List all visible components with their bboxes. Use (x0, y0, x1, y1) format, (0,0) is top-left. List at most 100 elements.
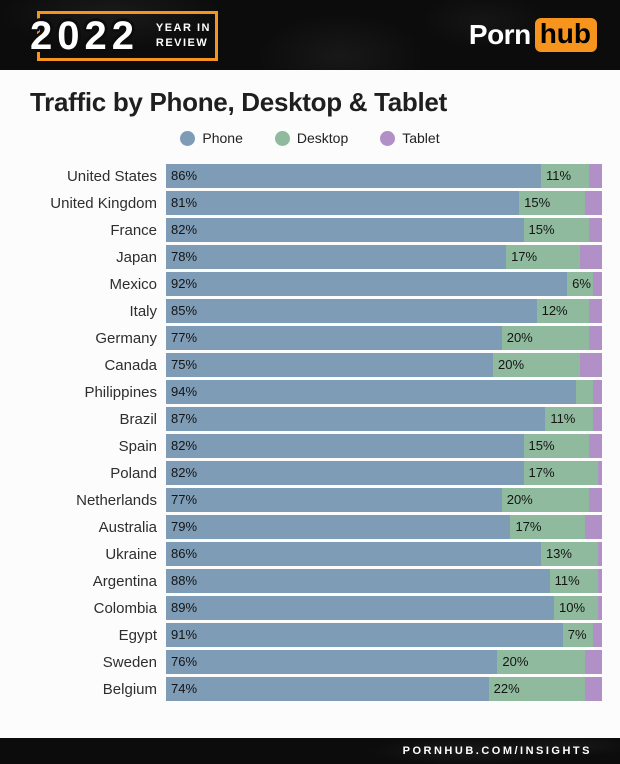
year-in-review-badge: 2022 YEAR IN REVIEW (30, 11, 218, 61)
country-label: Italy (129, 302, 157, 320)
segment-value-label: 81% (171, 195, 198, 210)
desktop-dot-icon (274, 130, 290, 146)
chart-row: France 82% 15% (0, 218, 620, 242)
stacked-bar: 91% 7% (166, 623, 602, 647)
stacked-bar: 82% 15% (166, 434, 602, 458)
country-label: Egypt (118, 626, 157, 644)
segment-value-label: 20% (502, 654, 529, 669)
phone-segment: 82% (166, 461, 524, 485)
desktop-segment: 6% (567, 272, 594, 296)
phone-segment: 87% (166, 407, 546, 431)
desktop-segment: 20% (493, 353, 581, 377)
legend: Phone Desktop Tablet (0, 130, 620, 146)
desktop-segment (575, 380, 594, 404)
country-label: Netherlands (76, 491, 157, 509)
badge-line1: YEAR IN (155, 22, 211, 34)
stacked-bar: 77% 20% (166, 326, 602, 350)
segment-value-label: 94% (171, 384, 198, 399)
desktop-segment: 20% (497, 650, 585, 674)
legend-label: Tablet (402, 130, 440, 146)
segment-value-label: 74% (171, 681, 198, 696)
segment-value-label: 15% (528, 222, 555, 237)
tablet-segment (593, 380, 602, 404)
stacked-bar: 87% 11% (166, 407, 602, 431)
tablet-segment (584, 191, 602, 215)
tablet-segment (584, 515, 602, 539)
tablet-segment (593, 272, 602, 296)
phone-segment: 79% (166, 515, 511, 539)
chart-row: Poland 82% 17% (0, 461, 620, 485)
phone-segment: 81% (166, 191, 520, 215)
chart-row: Egypt 91% 7% (0, 623, 620, 647)
stacked-bar: 74% 22% (166, 677, 602, 701)
phone-segment: 85% (166, 299, 537, 323)
segment-value-label: 88% (171, 573, 198, 588)
segment-value-label: 11% (550, 411, 576, 426)
chart-row: Spain 82% 15% (0, 434, 620, 458)
tablet-segment (597, 542, 602, 566)
country-label: Germany (95, 329, 157, 347)
stacked-bar: 89% 10% (166, 596, 602, 620)
chart-row: Belgium 74% 22% (0, 677, 620, 701)
phone-segment: 86% (166, 164, 541, 188)
tablet-segment (588, 299, 602, 323)
segment-value-label: 13% (545, 546, 572, 561)
legend-item-tablet: Tablet (380, 130, 440, 146)
tablet-segment (580, 245, 602, 269)
desktop-segment: 20% (501, 326, 589, 350)
country-label: Poland (110, 464, 157, 482)
desktop-segment: 15% (523, 218, 589, 242)
segment-value-label: 78% (171, 249, 198, 264)
phone-segment: 77% (166, 488, 502, 512)
segment-value-label: 17% (515, 519, 542, 534)
desktop-segment: 13% (540, 542, 598, 566)
stacked-bar: 92% 6% (166, 272, 602, 296)
segment-value-label: 89% (171, 600, 198, 615)
country-label: United States (66, 167, 157, 185)
country-label: Canada (104, 356, 157, 374)
segment-value-label: 17% (528, 465, 555, 480)
chart-row: United States 86% 11% (0, 164, 620, 188)
segment-value-label: 82% (171, 465, 198, 480)
segment-value-label: 20% (506, 330, 533, 345)
segment-value-label: 17% (511, 249, 538, 264)
country-label: France (110, 221, 157, 239)
tablet-dot-icon (380, 130, 396, 146)
chart-row: Italy 85% 12% (0, 299, 620, 323)
segment-value-label: 7% (567, 627, 587, 642)
legend-label: Phone (202, 130, 243, 146)
segment-value-label: 76% (171, 654, 198, 669)
segment-value-label: 11% (545, 168, 572, 183)
tablet-segment (588, 218, 602, 242)
desktop-segment: 17% (510, 515, 585, 539)
desktop-segment: 7% (562, 623, 594, 647)
chart-row: Japan 78% 17% (0, 245, 620, 269)
segment-value-label: 22% (493, 681, 520, 696)
footer: PORNHUB.COM/INSIGHTS (0, 738, 620, 764)
badge-line2: REVIEW (155, 37, 209, 49)
badge-frame (37, 11, 218, 61)
chart-row: Brazil 87% 11% (0, 407, 620, 431)
country-label: Belgium (102, 680, 157, 698)
country-label: Brazil (119, 410, 157, 428)
stacked-bar: 76% 20% (166, 650, 602, 674)
segment-value-label: 15% (528, 438, 555, 453)
country-label: United Kingdom (50, 194, 157, 212)
country-label: Philippines (84, 383, 157, 401)
chart-row: Mexico 92% 6% (0, 272, 620, 296)
chart: United States 86% 11% United Kingdom 81% 15% F… (0, 164, 620, 701)
stacked-bar: 77% 20% (166, 488, 602, 512)
desktop-segment: 11% (549, 569, 598, 593)
stacked-bar: 82% 15% (166, 218, 602, 242)
stacked-bar: 78% 17% (166, 245, 602, 269)
tablet-segment (584, 677, 602, 701)
segment-value-label: 10% (559, 600, 586, 615)
desktop-segment: 20% (501, 488, 589, 512)
tablet-segment (580, 353, 602, 377)
phone-segment: 86% (166, 542, 541, 566)
footer-url: PORNHUB.COM/INSIGHTS (402, 745, 592, 757)
tablet-segment (588, 326, 602, 350)
tablet-segment (597, 569, 602, 593)
stacked-bar: 88% 11% (166, 569, 602, 593)
country-label: Spain (118, 437, 157, 455)
